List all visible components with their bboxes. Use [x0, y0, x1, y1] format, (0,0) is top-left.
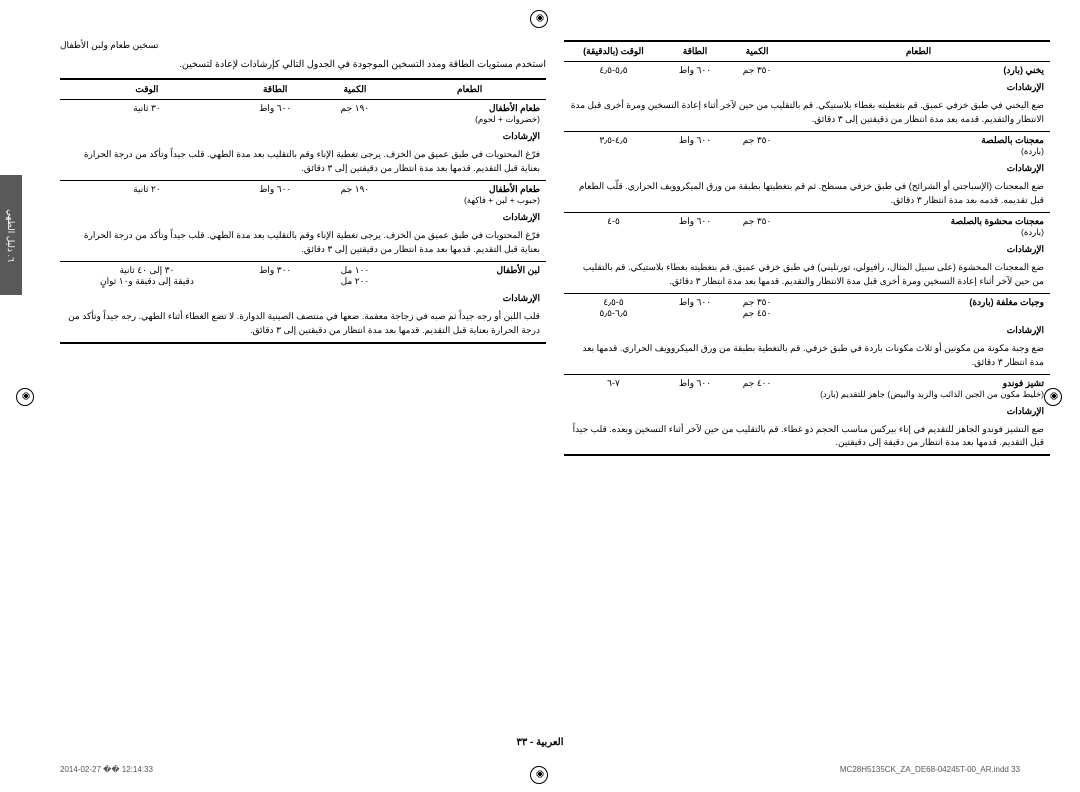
- table-row: قلب اللبن أو رجه جيداً ثم صبه في زجاجة م…: [60, 307, 546, 343]
- table-row: وجبات مغلفة (باردة)٣٥٠ جم٤٥٠ جم٦٠٠ واط٥-…: [564, 293, 1050, 322]
- power: ٦٠٠ واط: [234, 181, 317, 210]
- power: ٦٠٠ واط: [234, 100, 317, 129]
- col-qty: الكمية: [317, 79, 394, 100]
- table-row: ضع المعجنات المحشوة (على سبيل المثال، را…: [564, 258, 1050, 293]
- instructions-text: ضع اليخني في طبق خزفي عميق. قم بتغطيته ب…: [564, 96, 1050, 131]
- qty: ١٠٠ مل٢٠٠ مل: [317, 261, 394, 290]
- instructions-text: ضع المعجنات المحشوة (على سبيل المثال، را…: [564, 258, 1050, 293]
- table-row: الإرشادات: [60, 209, 546, 226]
- table-row: الإرشادات: [564, 241, 1050, 258]
- table-row: فرّغ المحتويات في طبق عميق من الخزف. يرج…: [60, 226, 546, 261]
- time: ٥٫٥-٤٫٥: [564, 62, 663, 80]
- time: ٥-٤: [564, 212, 663, 241]
- instructions-label: الإرشادات: [564, 322, 1050, 339]
- instructions-label: الإرشادات: [564, 403, 1050, 420]
- col-power: الطاقة: [234, 79, 317, 100]
- qty: ١٩٠ جم: [317, 100, 394, 129]
- instructions-text: ضع التشيز فوندو الجاهز للتقديم في إناء ب…: [564, 420, 1050, 456]
- table-row: ضع وجبة مكونة من مكونين أو ثلاث مكونات ب…: [564, 339, 1050, 374]
- food-name: يخني (بارد): [787, 62, 1050, 80]
- food-name: وجبات مغلفة (باردة): [787, 293, 1050, 322]
- left-column: تسخين طعام ولبن الأطفال استخدم مستويات ا…: [60, 40, 546, 456]
- right-column: الطعام الكمية الطاقة الوقت (بالدقيقة) يخ…: [564, 40, 1050, 456]
- table-row: تشيز فوندو(خليط مكون من الجبن الذائب وال…: [564, 374, 1050, 403]
- table-row: الإرشادات: [60, 128, 546, 145]
- footer-file: MC28H5135CK_ZA_DE68-04245T-00_AR.indd 33: [840, 765, 1020, 774]
- table-row: معجنات محشوة بالصلصة(باردة)٣٥٠ جم٦٠٠ واط…: [564, 212, 1050, 241]
- power: ٦٠٠ واط: [663, 212, 727, 241]
- table-row: الإرشادات: [564, 322, 1050, 339]
- registration-mark-icon: [18, 388, 34, 404]
- table-row: لبن الأطفال١٠٠ مل٢٠٠ مل٣٠٠ واط٣٠ إلى ٤٠ …: [60, 261, 546, 290]
- instructions-text: قلب اللبن أو رجه جيداً ثم صبه في زجاجة م…: [60, 307, 546, 343]
- footer-date: 2014-02-27 �� 12:14:33: [60, 765, 153, 774]
- instructions-label: الإرشادات: [60, 290, 546, 307]
- col-time: الوقت: [60, 79, 234, 100]
- instructions-label: الإرشادات: [564, 79, 1050, 96]
- page-number: العربية - ٣٣: [0, 737, 1080, 748]
- time: ٧-٦: [564, 374, 663, 403]
- instructions-label: الإرشادات: [564, 241, 1050, 258]
- baby-food-table: الطعام الكمية الطاقة الوقت طعام الأطفال(…: [60, 78, 546, 344]
- table-row: ضع اليخني في طبق خزفي عميق. قم بتغطيته ب…: [564, 96, 1050, 131]
- table-row: فرّغ المحتويات في طبق عميق من الخزف. يرج…: [60, 145, 546, 180]
- qty: ٣٥٠ جم: [727, 131, 787, 160]
- power: ٦٠٠ واط: [663, 62, 727, 80]
- col-time: الوقت (بالدقيقة): [564, 41, 663, 62]
- col-food: الطعام: [393, 79, 546, 100]
- col-qty: الكمية: [727, 41, 787, 62]
- power: ٣٠٠ واط: [234, 261, 317, 290]
- food-name: لبن الأطفال: [393, 261, 546, 290]
- food-name: طعام الأطفال(خضروات + لحوم): [393, 100, 546, 129]
- power: ٦٠٠ واط: [663, 374, 727, 403]
- table-row: الإرشادات: [564, 79, 1050, 96]
- time: ٣٠ ثانية: [60, 100, 234, 129]
- instructions-label: الإرشادات: [60, 209, 546, 226]
- instructions-label: الإرشادات: [60, 128, 546, 145]
- qty: ٤٠٠ جم: [727, 374, 787, 403]
- page-content: الطعام الكمية الطاقة الوقت (بالدقيقة) يخ…: [60, 40, 1050, 732]
- qty: ٣٥٠ جم: [727, 62, 787, 80]
- table-row: الإرشادات: [564, 403, 1050, 420]
- time: ٥-٤٫٥٦٫٥-٥٫٥: [564, 293, 663, 322]
- instructions-text: فرّغ المحتويات في طبق عميق من الخزف. يرج…: [60, 145, 546, 180]
- table-row: معجنات بالصلصة(باردة)٣٥٠ جم٦٠٠ واط٤٫٥-٣٫…: [564, 131, 1050, 160]
- instructions-text: ضع وجبة مكونة من مكونين أو ثلاث مكونات ب…: [564, 339, 1050, 374]
- qty: ٣٥٠ جم٤٥٠ جم: [727, 293, 787, 322]
- power: ٦٠٠ واط: [663, 293, 727, 322]
- food-name: معجنات بالصلصة(باردة): [787, 131, 1050, 160]
- table-row: يخني (بارد)٣٥٠ جم٦٠٠ واط٥٫٥-٤٫٥: [564, 62, 1050, 80]
- power: ٦٠٠ واط: [663, 131, 727, 160]
- reheat-table: الطعام الكمية الطاقة الوقت (بالدقيقة) يخ…: [564, 40, 1050, 456]
- table-row: ضع المعجنات (الإسباجتي أو الشرائح) في طب…: [564, 177, 1050, 212]
- food-name: تشيز فوندو(خليط مكون من الجبن الذائب وال…: [787, 374, 1050, 403]
- instructions-text: فرّغ المحتويات في طبق عميق من الخزف. يرج…: [60, 226, 546, 261]
- food-name: طعام الأطفال(حبوب + لبن + فاكهة): [393, 181, 546, 210]
- food-name: معجنات محشوة بالصلصة(باردة): [787, 212, 1050, 241]
- instructions-label: الإرشادات: [564, 160, 1050, 177]
- time: ٣٠ إلى ٤٠ ثانيةدقيقة إلى دقيقة و١٠ ثوانٍ: [60, 261, 234, 290]
- col-food: الطعام: [787, 41, 1050, 62]
- time: ٢٠ ثانية: [60, 181, 234, 210]
- time: ٤٫٥-٣٫٥: [564, 131, 663, 160]
- print-footer: MC28H5135CK_ZA_DE68-04245T-00_AR.indd 33…: [60, 765, 1020, 774]
- instructions-text: ضع المعجنات (الإسباجتي أو الشرائح) في طب…: [564, 177, 1050, 212]
- col-power: الطاقة: [663, 41, 727, 62]
- table-row: الإرشادات: [60, 290, 546, 307]
- qty: ١٩٠ جم: [317, 181, 394, 210]
- table-row: الإرشادات: [564, 160, 1050, 177]
- registration-mark-icon: [532, 10, 548, 26]
- section-title: تسخين طعام ولبن الأطفال: [60, 40, 546, 51]
- side-tab: ٦. دليل الطهي: [0, 175, 22, 295]
- table-row: ضع التشيز فوندو الجاهز للتقديم في إناء ب…: [564, 420, 1050, 456]
- intro-text: استخدم مستويات الطاقة ومدد التسخين الموج…: [60, 57, 546, 72]
- qty: ٣٥٠ جم: [727, 212, 787, 241]
- table-row: طعام الأطفال(خضروات + لحوم)١٩٠ جم٦٠٠ واط…: [60, 100, 546, 129]
- table-row: طعام الأطفال(حبوب + لبن + فاكهة)١٩٠ جم٦٠…: [60, 181, 546, 210]
